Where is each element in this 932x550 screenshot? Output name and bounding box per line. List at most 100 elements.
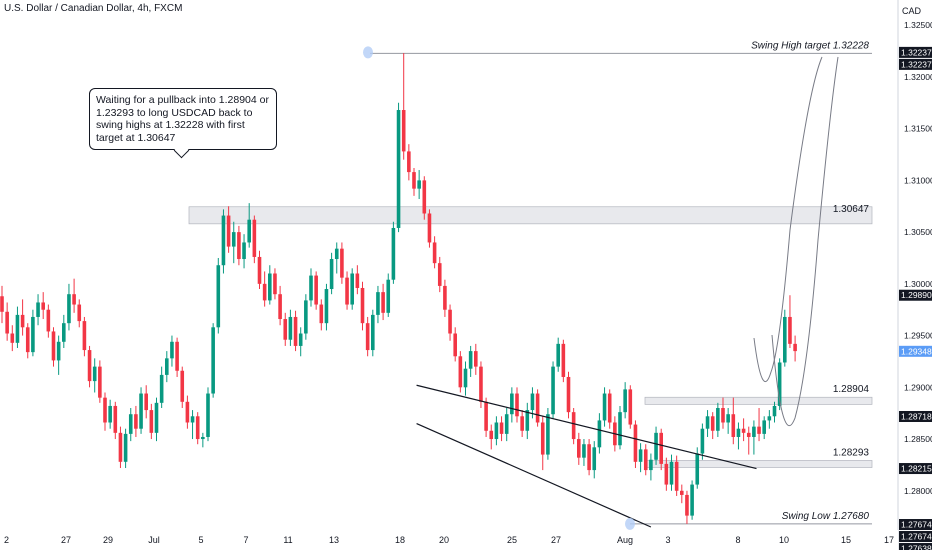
candle [741, 428, 746, 433]
price-box [899, 410, 932, 422]
price-box [899, 519, 932, 531]
candle [752, 426, 756, 437]
candle [504, 414, 509, 434]
candle [432, 242, 437, 264]
candle [525, 410, 530, 431]
candle [195, 416, 200, 440]
price-tick-label: 1.32500 [904, 20, 932, 30]
candle [103, 397, 107, 423]
candle [118, 432, 123, 462]
channel-lower-line [416, 422, 652, 528]
level-zone [644, 460, 873, 468]
candle [664, 463, 669, 485]
time-tick-label: 13 [329, 535, 339, 545]
candle [602, 393, 607, 421]
candle [793, 343, 797, 352]
swing-high-marker [363, 46, 373, 59]
candle [577, 439, 581, 458]
time-tick-label: 27 [551, 535, 561, 545]
level-label: 1.30647 [833, 204, 870, 215]
candle [20, 314, 25, 328]
candle [494, 422, 499, 440]
level-label: 1.28293 [833, 447, 870, 458]
price-box [899, 46, 932, 58]
candle [360, 287, 365, 324]
price-tick-label: 1.30000 [904, 279, 932, 289]
candle [108, 405, 112, 423]
time-tick-label: 25 [507, 535, 517, 545]
candle [288, 316, 293, 340]
candle [510, 393, 514, 415]
candle [376, 292, 380, 315]
price-tick-label: 1.30500 [904, 227, 932, 237]
candle [128, 414, 133, 434]
candle [0, 296, 4, 312]
candle [298, 333, 303, 346]
candle [453, 333, 457, 357]
time-axis[interactable]: 2 27 29 Jul 5 7 11 13 18 20 25 27 Aug 3 8 10 15 17 [0, 530, 898, 550]
candle-layer [0, 53, 797, 524]
candle [571, 412, 576, 440]
candle [592, 447, 597, 471]
price-axis-bg [898, 0, 932, 550]
candle [623, 389, 627, 413]
candle [783, 316, 787, 363]
time-tick-label: Aug [617, 535, 633, 545]
price-tick-label: 1.31500 [904, 124, 932, 134]
candle [134, 414, 138, 429]
candle [283, 319, 288, 340]
candle [762, 420, 766, 434]
candle [98, 366, 102, 398]
candle [422, 180, 427, 214]
time-tick-label: 20 [439, 535, 449, 545]
price-tick-label: 1.28000 [904, 486, 932, 496]
candle [746, 432, 751, 437]
level-zone [644, 396, 873, 405]
candle [587, 444, 591, 471]
candle [334, 248, 339, 260]
candle [190, 416, 195, 423]
price-box [899, 531, 932, 543]
candle [329, 259, 334, 290]
candle [154, 402, 159, 433]
candle [175, 341, 179, 371]
candle [82, 321, 87, 351]
candle [278, 294, 282, 320]
candle [386, 279, 391, 313]
drawing-layer [416, 56, 839, 528]
time-tick-label: 15 [841, 535, 851, 545]
candle [628, 389, 633, 425]
candle [700, 428, 705, 454]
time-axis-bg [0, 530, 898, 550]
candle [252, 219, 257, 257]
candle [417, 180, 421, 189]
candle [551, 366, 555, 415]
candle [643, 449, 648, 471]
candle [690, 484, 694, 516]
projection-path-1 [753, 56, 823, 383]
candle [185, 401, 190, 423]
candle [77, 304, 82, 322]
price-box-label: 1.29348 [901, 346, 932, 356]
candle [226, 215, 231, 247]
price-box-label: 1.27638 [901, 544, 932, 550]
candle [355, 273, 360, 288]
candle [767, 416, 772, 421]
candle [62, 323, 66, 342]
candle [231, 232, 236, 247]
candle [165, 358, 169, 375]
time-tick-label: 10 [779, 535, 789, 545]
candle [340, 248, 344, 278]
candle [391, 227, 396, 280]
price-box-label: 1.27674 [901, 532, 932, 542]
price-axis[interactable]: CAD 1.32500 1.32000 1.31500 1.31000 1.30500 1.… [897, 0, 932, 550]
candle [396, 110, 401, 228]
time-tick-label: Jul [148, 535, 160, 545]
candle [515, 393, 519, 417]
annotation-callout[interactable]: Waiting for a pullback into 1.28904 or 1… [89, 88, 277, 150]
candle [546, 414, 550, 455]
candle [242, 242, 246, 260]
candle [535, 393, 540, 423]
candle [448, 309, 452, 334]
